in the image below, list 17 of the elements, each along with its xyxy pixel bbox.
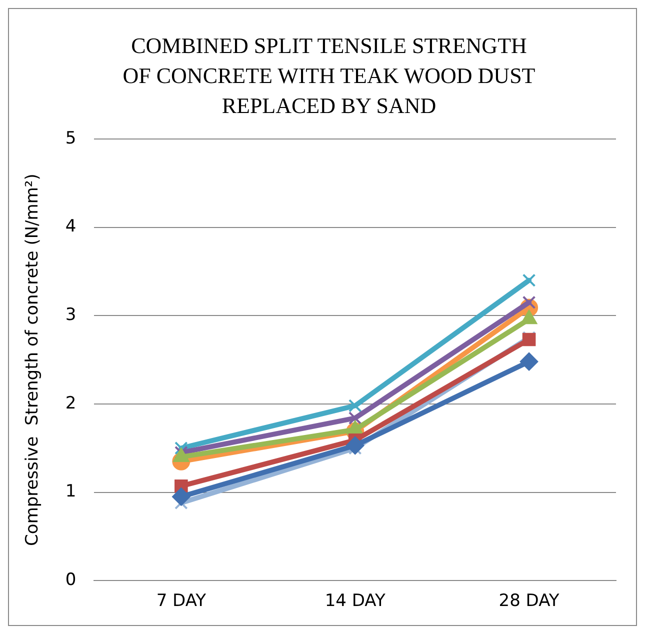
y-tick-label: 4 [65,216,76,237]
y-axis-title: Compressive Strength of concrete (N/mm²) [22,174,43,546]
x-tick-label: 7 DAY [156,591,207,612]
y-tick-label: 3 [65,305,76,326]
x-tick-label: 14 DAY [324,591,386,612]
y-tick-label: 0 [65,570,76,590]
point [522,274,536,287]
point [348,399,362,412]
point [346,436,364,454]
y-tick-label: 1 [65,482,76,502]
point [520,352,538,371]
point [348,411,362,425]
x-tick-label: 28 DAY [498,591,560,612]
chart-title: COMBINED SPLIT TENSILE STRENGTH OF CONCRETE WITH TEAK WOOD DUST REPLACED BY SAND [122,32,536,120]
y-tick-label: 5 [65,128,76,148]
point [172,488,190,506]
y-tick-label: 2 [65,393,76,414]
